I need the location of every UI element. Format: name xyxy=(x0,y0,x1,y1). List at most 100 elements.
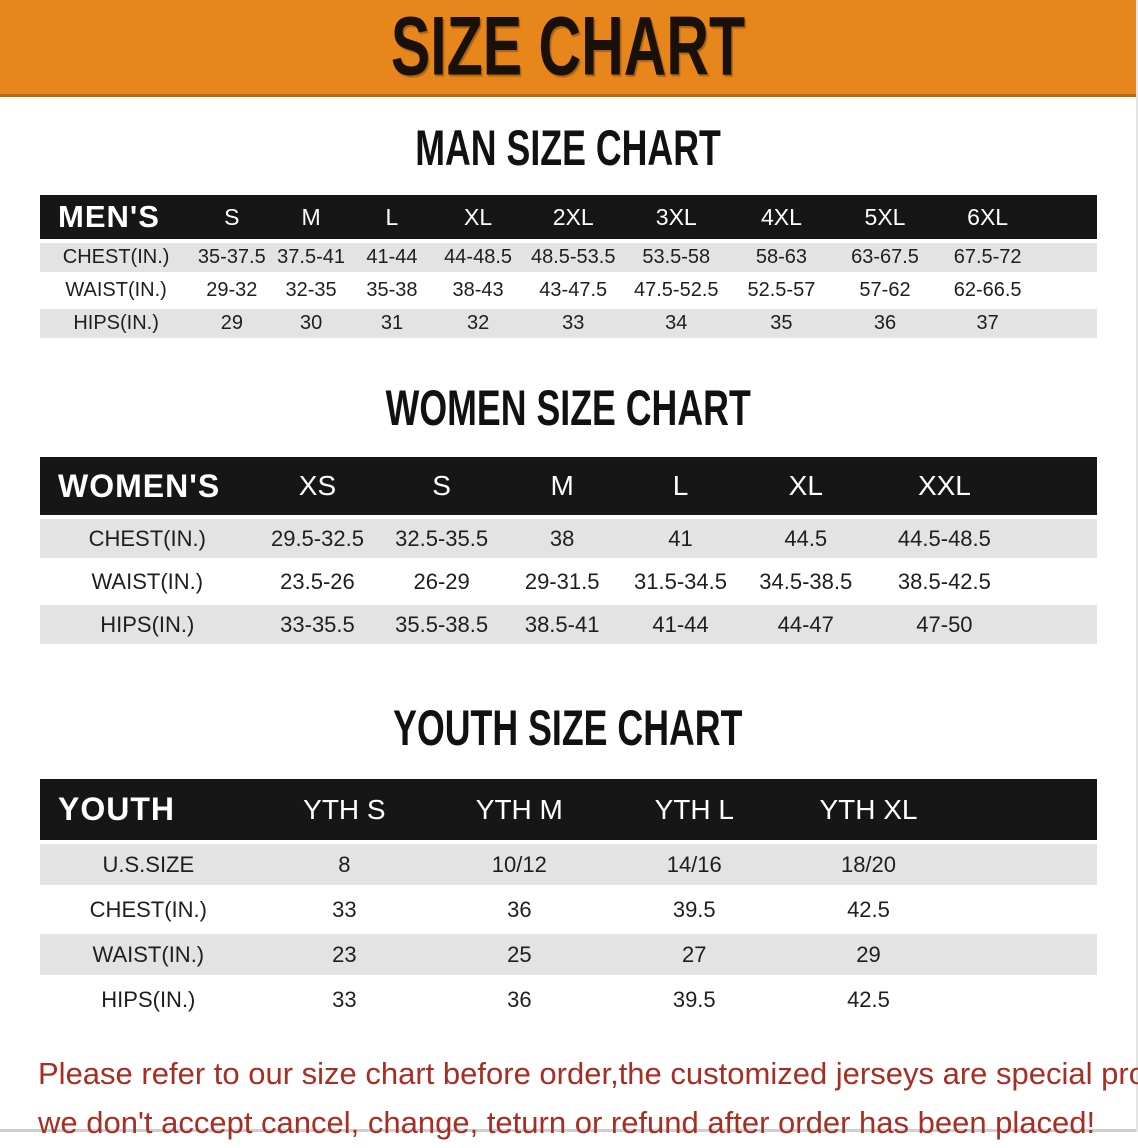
table-label: YOUTH xyxy=(40,779,257,844)
size-table-header-row: YOUTH YTH S YTH M YTH L YTH XL xyxy=(40,779,1097,844)
size-value: 29 xyxy=(781,932,1097,979)
women-size-chart-section: WOMEN SIZE CHART WOMEN'S XS S M L XL XXL CHEST(… xyxy=(0,379,1136,648)
size-value: 39.5 xyxy=(606,887,782,934)
measurement-row: CHEST(IN.) 35-37.5 37.5-41 41-44 44-48.5 48.5… xyxy=(40,241,1097,276)
size-value: 58-63 xyxy=(729,241,834,276)
size-value: 31 xyxy=(350,307,434,342)
size-value: 32-35 xyxy=(271,274,351,309)
disclaimer-line-1: Please refer to our size chart before or… xyxy=(38,1056,1138,1091)
size-column-header: YTH L xyxy=(606,779,782,844)
size-value: 48.5-53.5 xyxy=(523,241,624,276)
man-size-chart-section: MAN SIZE CHART MEN'S S M L XL 2XL 3XL 4XL 5XL 6XL… xyxy=(0,119,1136,342)
row-label: CHEST(IN.) xyxy=(40,241,193,276)
size-value: 44.5 xyxy=(739,517,872,562)
measurement-row: U.S.SIZE 8 10/12 14/16 18/20 xyxy=(40,842,1097,889)
measurement-row: WAIST(IN.) 23 25 27 29 xyxy=(40,932,1097,979)
size-table-header-row: MEN'S S M L XL 2XL 3XL 4XL 5XL 6XL xyxy=(40,195,1097,243)
size-chart-banner: SIZE CHART xyxy=(0,0,1136,97)
table-label: MEN'S xyxy=(40,195,193,243)
size-column-header: YTH XL xyxy=(781,779,1097,844)
disclaimer-line-2: we don't accept cancel, change, teturn o… xyxy=(38,1104,1096,1140)
size-value: 42.5 xyxy=(781,977,1097,1024)
size-value: 27 xyxy=(606,932,782,979)
row-label: CHEST(IN.) xyxy=(40,887,257,934)
size-value: 33 xyxy=(256,887,433,934)
size-column-header: M xyxy=(271,195,351,243)
size-value: 29.5-32.5 xyxy=(254,517,381,562)
size-value: 31.5-34.5 xyxy=(621,560,740,605)
size-value: 32 xyxy=(433,307,524,342)
size-column-header: XL xyxy=(433,195,524,243)
row-label: CHEST(IN.) xyxy=(40,517,255,562)
size-value: 34.5-38.5 xyxy=(739,560,872,605)
size-value: 37 xyxy=(936,307,1097,342)
youth-size-chart-section: YOUTH SIZE CHART YOUTH YTH S YTH M YTH L YTH… xyxy=(0,703,1136,1024)
size-value: 38.5-42.5 xyxy=(871,560,1097,605)
man-size-chart-heading-text: MAN SIZE CHART xyxy=(415,119,721,176)
size-value: 57-62 xyxy=(833,274,937,309)
size-value: 67.5-72 xyxy=(936,241,1097,276)
women-size-chart-heading: WOMEN SIZE CHART xyxy=(0,379,1136,436)
women-size-table: WOMEN'S XS S M L XL XXL CHEST(IN.) 29.5-32.5 32.5… xyxy=(40,457,1097,648)
size-value: 35.5-38.5 xyxy=(380,603,503,648)
size-value: 62-66.5 xyxy=(936,274,1097,309)
size-column-header: 4XL xyxy=(729,195,834,243)
size-value: 38.5-41 xyxy=(502,603,622,648)
size-value: 37.5-41 xyxy=(271,241,351,276)
size-value: 33 xyxy=(256,977,433,1024)
size-value: 29 xyxy=(192,307,272,342)
size-column-header: 3XL xyxy=(623,195,730,243)
size-value: 63-67.5 xyxy=(833,241,937,276)
measurement-row: WAIST(IN.) 29-32 32-35 35-38 38-43 43-47.5 47.… xyxy=(40,274,1097,309)
size-value: 42.5 xyxy=(781,887,1097,934)
row-label: WAIST(IN.) xyxy=(40,560,255,605)
size-column-header: L xyxy=(350,195,434,243)
size-value: 23 xyxy=(256,932,433,979)
size-value: 38 xyxy=(502,517,622,562)
size-value: 52.5-57 xyxy=(729,274,834,309)
size-column-header: YTH M xyxy=(432,779,607,844)
size-value: 38-43 xyxy=(433,274,524,309)
size-value: 44-47 xyxy=(739,603,872,648)
size-value: 47.5-52.5 xyxy=(623,274,730,309)
size-value: 36 xyxy=(432,977,607,1024)
measurement-row: HIPS(IN.) 33 36 39.5 42.5 xyxy=(40,977,1097,1024)
row-label: HIPS(IN.) xyxy=(40,977,257,1024)
youth-size-table: YOUTH YTH S YTH M YTH L YTH XL U.S.SIZE 8 10/12… xyxy=(40,779,1097,1024)
measurement-row: WAIST(IN.) 23.5-26 26-29 29-31.5 31.5-34.5 34… xyxy=(40,560,1097,605)
measurement-row: CHEST(IN.) 33 36 39.5 42.5 xyxy=(40,887,1097,934)
size-value: 10/12 xyxy=(432,842,607,889)
disclaimer: Please refer to our size chart before or… xyxy=(38,1050,1138,1148)
size-column-header: S xyxy=(380,457,503,519)
measurement-row: HIPS(IN.) 29 30 31 32 33 34 35 36 37 xyxy=(40,307,1097,342)
row-label: U.S.SIZE xyxy=(40,842,257,889)
size-value: 44-48.5 xyxy=(433,241,524,276)
measurement-row: CHEST(IN.) 29.5-32.5 32.5-35.5 38 41 44.5 44.5… xyxy=(40,517,1097,562)
size-value: 36 xyxy=(432,887,607,934)
size-value: 43-47.5 xyxy=(523,274,624,309)
man-size-chart-heading: MAN SIZE CHART xyxy=(0,119,1136,176)
size-value: 36 xyxy=(833,307,937,342)
banner-title: SIZE CHART xyxy=(390,0,746,93)
row-label: HIPS(IN.) xyxy=(40,307,193,342)
size-table-header-row: WOMEN'S XS S M L XL XXL xyxy=(40,457,1097,519)
size-value: 14/16 xyxy=(606,842,782,889)
size-value: 41-44 xyxy=(621,603,740,648)
size-column-header: XXL xyxy=(871,457,1097,519)
table-label: WOMEN'S xyxy=(40,457,255,519)
row-label: WAIST(IN.) xyxy=(40,932,257,979)
size-column-header: M xyxy=(502,457,622,519)
size-value: 44.5-48.5 xyxy=(871,517,1097,562)
men-size-table: MEN'S S M L XL 2XL 3XL 4XL 5XL 6XL CHEST(IN.) 35-37… xyxy=(40,195,1097,342)
size-value: 33 xyxy=(523,307,624,342)
women-size-chart-heading-text: WOMEN SIZE CHART xyxy=(385,379,751,436)
size-column-header: XL xyxy=(739,457,872,519)
size-value: 41-44 xyxy=(350,241,434,276)
size-value: 34 xyxy=(623,307,730,342)
size-value: 30 xyxy=(271,307,351,342)
size-value: 26-29 xyxy=(380,560,503,605)
row-label: HIPS(IN.) xyxy=(40,603,255,648)
size-value: 33-35.5 xyxy=(254,603,381,648)
youth-size-chart-heading: YOUTH SIZE CHART xyxy=(0,703,1136,753)
